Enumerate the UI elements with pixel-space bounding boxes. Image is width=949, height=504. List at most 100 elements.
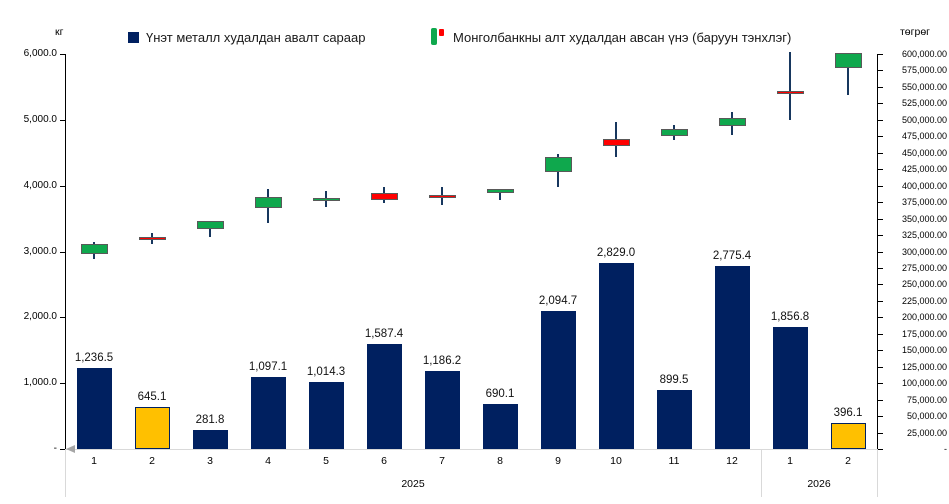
candle-2025-6[interactable] <box>370 192 398 201</box>
origin-marker-icon <box>66 445 75 453</box>
right-axis-tick <box>878 416 883 418</box>
candle-2025-10[interactable] <box>602 138 630 146</box>
right-axis-tick-label: 75,000.00 <box>906 394 947 405</box>
candle-wick <box>847 53 849 96</box>
year-band-separator <box>877 449 878 497</box>
bar-2025-10[interactable] <box>598 262 634 449</box>
candle-2025-8[interactable] <box>486 188 514 193</box>
bar-value-label: 1,587.4 <box>364 328 404 341</box>
candle-2026-1[interactable] <box>776 90 804 95</box>
left-axis-tick <box>60 251 65 253</box>
legend-item-bars[interactable]: Үнэт металл худалдан авалт сараар <box>128 28 365 46</box>
bar-value-label: 1,097.1 <box>248 360 288 373</box>
right-axis-tick <box>878 185 883 187</box>
candle-2025-4[interactable] <box>254 196 282 209</box>
bar-2026-1[interactable] <box>772 326 808 449</box>
left-axis-unit: кг <box>55 26 64 38</box>
right-axis-tick-label: 325,000.00 <box>901 230 947 241</box>
left-axis-tick <box>60 317 65 319</box>
right-axis-tick-label: 525,000.00 <box>901 98 947 109</box>
bar-2025-9[interactable] <box>540 311 576 449</box>
right-axis-tick-label: 425,000.00 <box>901 164 947 175</box>
candlestick-swatch-icon <box>431 28 446 46</box>
bar-2025-3[interactable] <box>192 430 228 449</box>
bar-value-label: 396.1 <box>833 406 863 419</box>
legend-bars-label: Үнэт металл худалдан авалт сараар <box>146 29 366 45</box>
bar-value-label: 2,094.7 <box>538 295 578 308</box>
year-band-separator <box>761 449 762 497</box>
right-axis-tick-label: 475,000.00 <box>901 131 947 142</box>
candle-2025-1[interactable] <box>80 243 108 255</box>
right-axis-tick-label: 550,000.00 <box>901 81 947 92</box>
month-label: 2 <box>149 455 155 467</box>
right-axis-tick-label: 600,000.00 <box>901 49 947 59</box>
right-value-axis <box>877 54 878 450</box>
left-axis-tick-label: 6,000.0 <box>23 48 57 59</box>
month-label: 7 <box>439 455 445 467</box>
candle-2025-9[interactable] <box>544 157 572 172</box>
category-axis-line <box>65 449 878 450</box>
left-axis-tick-label: 2,000.0 <box>23 311 57 323</box>
left-axis-tick <box>60 449 65 450</box>
bar-value-label: 899.5 <box>659 373 689 386</box>
right-axis-tick-label: 50,000.00 <box>906 411 947 422</box>
right-axis-tick-label: 350,000.00 <box>901 213 947 224</box>
month-label: 5 <box>323 455 329 467</box>
bar-value-label: 2,829.0 <box>596 246 636 259</box>
candle-2025-2[interactable] <box>138 237 166 241</box>
candle-2025-11[interactable] <box>660 129 688 137</box>
year-label-2026: 2026 <box>807 478 831 490</box>
right-axis-tick <box>878 152 883 154</box>
right-axis-tick-label: 150,000.00 <box>901 345 947 356</box>
left-axis-tick-label: 4,000.0 <box>23 179 57 191</box>
bar-value-label: 1,236.5 <box>74 351 114 364</box>
right-axis-tick-label: 100,000.00 <box>901 378 947 389</box>
month-label: 6 <box>381 455 387 467</box>
right-axis-tick-label: 225,000.00 <box>901 295 947 306</box>
right-axis-tick <box>878 54 883 55</box>
month-label: 2 <box>845 455 851 467</box>
candle-2026-2[interactable] <box>834 53 862 69</box>
year-label-2025: 2025 <box>401 478 425 490</box>
bar-2025-2[interactable] <box>134 406 170 449</box>
bar-2025-11[interactable] <box>656 389 692 449</box>
bar-2025-12[interactable] <box>714 266 750 449</box>
left-axis-tick <box>60 383 65 385</box>
right-axis-tick <box>878 350 883 352</box>
left-value-axis <box>65 54 66 450</box>
right-axis-tick-label: 450,000.00 <box>901 147 947 158</box>
right-axis-tick <box>878 267 883 269</box>
right-axis-unit: төгрөг <box>900 26 930 38</box>
right-axis-tick-label: 500,000.00 <box>901 114 947 125</box>
candle-2025-12[interactable] <box>718 117 746 127</box>
right-axis-tick <box>878 70 883 72</box>
legend-item-candles[interactable]: Монголбанкны алт худалдан авсан үнэ (бар… <box>431 28 791 46</box>
right-axis-tick <box>878 333 883 335</box>
candle-2025-5[interactable] <box>312 197 340 202</box>
bar-2025-4[interactable] <box>250 376 286 449</box>
right-axis-tick <box>878 136 883 138</box>
bar-2026-2[interactable] <box>830 422 866 449</box>
right-axis-tick <box>878 218 883 220</box>
right-axis-tick <box>878 399 883 401</box>
right-axis-tick <box>878 169 883 171</box>
right-axis-tick <box>878 449 883 450</box>
right-axis-tick-label: - <box>944 444 947 454</box>
bar-2025-8[interactable] <box>482 403 518 449</box>
right-axis-tick <box>878 251 883 253</box>
bar-2025-7[interactable] <box>424 370 460 449</box>
bar-2025-6[interactable] <box>366 344 402 449</box>
candle-2025-3[interactable] <box>196 220 224 230</box>
right-axis-tick-label: 575,000.00 <box>901 65 947 76</box>
month-label: 1 <box>91 455 97 467</box>
left-axis-tick-label: 5,000.0 <box>23 113 57 125</box>
candle-2025-7[interactable] <box>428 194 456 198</box>
left-axis-tick-label: - <box>53 443 57 454</box>
right-axis-tick <box>878 119 883 121</box>
bar-2025-5[interactable] <box>308 382 344 449</box>
candle-wick <box>789 52 791 120</box>
right-axis-tick <box>878 103 883 105</box>
bar-2025-1[interactable] <box>76 367 112 449</box>
bar-value-label: 281.8 <box>195 414 225 427</box>
